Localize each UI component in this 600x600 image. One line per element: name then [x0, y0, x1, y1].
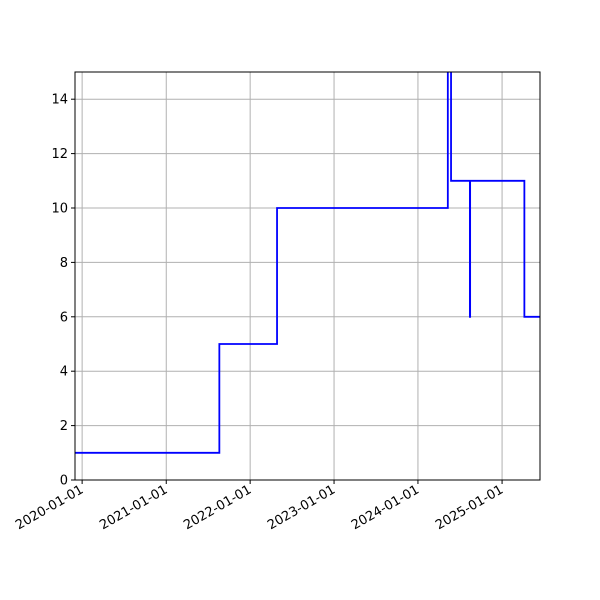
series-group	[75, 72, 540, 454]
y-tick-label: 10	[51, 202, 68, 217]
gridlines	[75, 72, 540, 481]
y-tick-label: 6	[60, 310, 68, 325]
series-line	[75, 72, 540, 454]
y-axis: 0 2 4 6 8 10 12 14	[51, 93, 75, 489]
plot-frame	[74, 71, 541, 481]
y-tick-label: 12	[51, 147, 68, 162]
y-tick-label: 8	[60, 256, 68, 271]
y-tick-label: 0	[60, 474, 68, 489]
y-tick-label: 2	[60, 419, 68, 434]
y-tick-label: 4	[60, 365, 68, 380]
y-tick-label: 14	[51, 93, 68, 108]
